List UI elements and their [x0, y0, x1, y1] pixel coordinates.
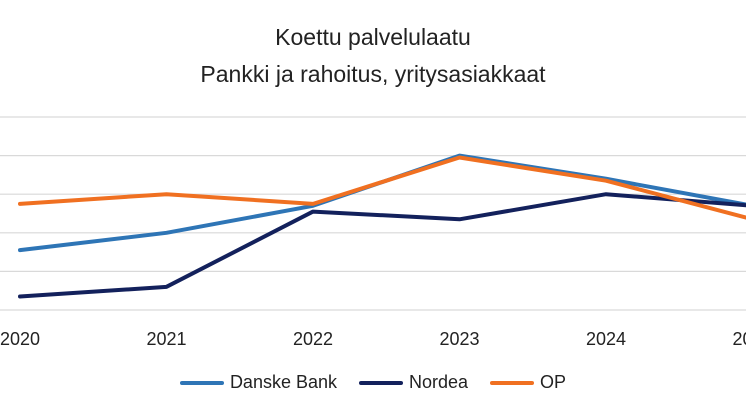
x-tick-label: 2020 — [0, 329, 40, 349]
x-tick-label: 2023 — [439, 329, 479, 349]
legend-label-op: OP — [540, 372, 567, 392]
series-line-danske-bank — [18, 153, 746, 253]
legend: Danske Bank Nordea OP — [0, 372, 746, 393]
legend-label-danske-bank: Danske Bank — [229, 372, 337, 392]
series-line-op — [18, 155, 746, 220]
series-lines — [18, 153, 746, 299]
legend-item-nordea: Nordea — [359, 372, 468, 393]
legend-swatch-op — [490, 380, 535, 385]
chart-subtitle: Pankki ja rahoitus, yritysasiakkaat — [200, 61, 546, 87]
legend-item-danske-bank: Danske Bank — [179, 372, 337, 393]
series-line-nordea — [18, 192, 746, 299]
legend-swatch-danske-bank — [179, 380, 224, 385]
x-tick-label: 2021 — [146, 329, 186, 349]
x-tick-label: 2024 — [586, 329, 626, 349]
x-tick-label: 2025 — [732, 329, 746, 349]
legend-swatch-nordea — [359, 380, 403, 385]
x-tick-label: 2022 — [293, 329, 333, 349]
line-chart: 2020 2021 2022 2023 2024 2025 — [0, 116, 746, 349]
x-axis-ticks: 2020 2021 2022 2023 2024 2025 — [0, 329, 746, 349]
chart-title: Koettu palvelulaatu — [275, 24, 471, 50]
legend-label-nordea: Nordea — [409, 372, 469, 392]
legend-item-op: OP — [490, 372, 566, 393]
